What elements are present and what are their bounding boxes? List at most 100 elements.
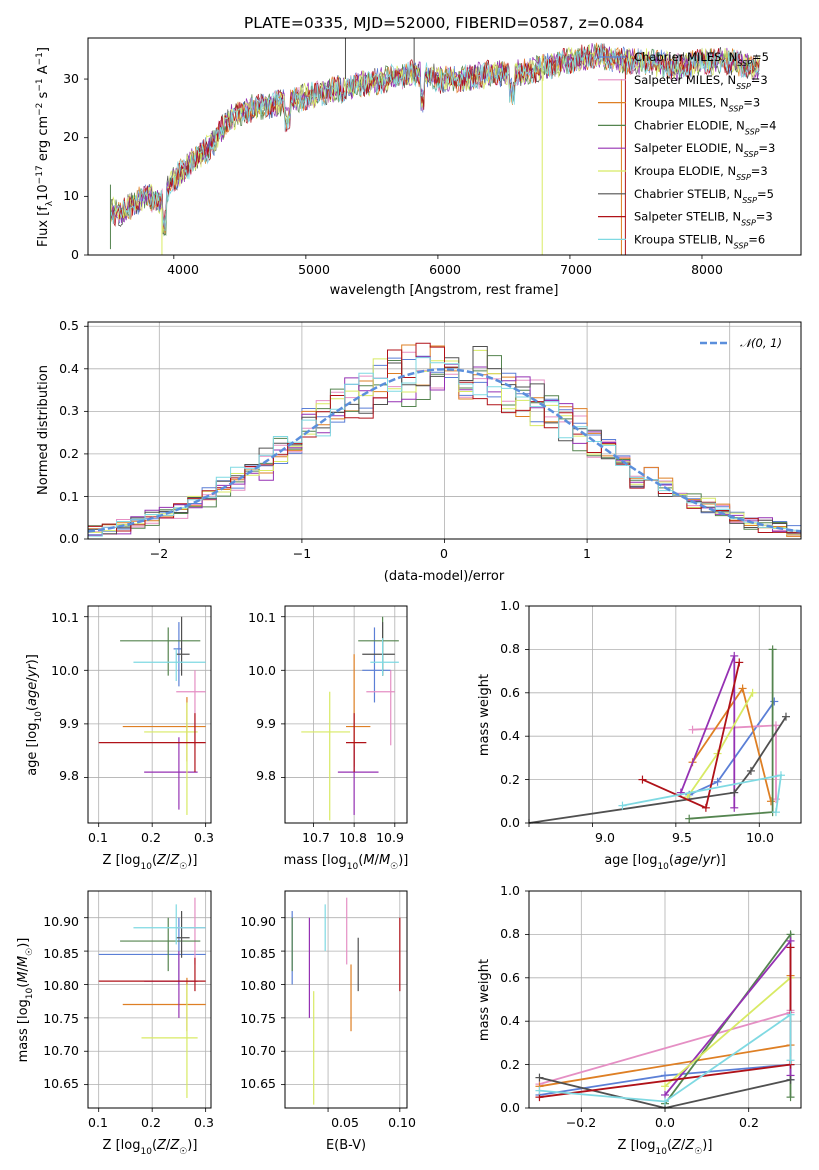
mass-z-xtick: 0.2 (141, 1115, 161, 1130)
weight-z-ytick: 0.6 (500, 970, 520, 985)
gaussian-curve (87, 368, 802, 533)
mass-ebv-ytick: 10.65 (240, 1076, 276, 1091)
weight-z-ytick: 0.4 (500, 1013, 520, 1028)
spectrum-ytick: 10 (63, 188, 79, 203)
weight-z-ytick: 0.8 (500, 926, 520, 941)
residual-legend: 𝒩(0, 1) (700, 336, 782, 350)
legend-subscript: SSP (744, 150, 759, 159)
residual-grid (84, 322, 801, 543)
mass-z-errorbars (98, 897, 206, 1098)
weight-series-line (539, 1012, 792, 1103)
age-mass-axes-frame (284, 605, 408, 824)
mass-ebv-axes-frame (284, 890, 408, 1109)
legend-label: Chabrier MILES, NSSP=5 (634, 50, 769, 68)
spectrum-series-line (110, 42, 760, 235)
legend-label: Kroupa ELODIE, NSSP=3 (634, 164, 768, 182)
residual-xtick: 2 (725, 546, 733, 561)
mass-ebv-xtick: 0.05 (331, 1115, 359, 1130)
residual-ytick: 0.4 (59, 361, 79, 376)
age-z-errorbars (98, 616, 206, 815)
age-z-xtick: 0.3 (194, 830, 214, 845)
spectrum-xtick: 7000 (560, 262, 592, 277)
mass-z-ytick: 10.85 (43, 946, 79, 961)
age-z-xlabel: Z [log10(Z/Z☉)] (103, 853, 198, 872)
mass-z-xtick: 0.1 (88, 1115, 108, 1130)
weight-age-ytick: 0.8 (500, 641, 520, 656)
legend-subscript: SSP (745, 127, 760, 136)
spectrum-legend: Chabrier MILES, NSSP=5 Salpeter MILES, NS… (598, 50, 776, 250)
weight-z-ylabel: mass weight (477, 959, 492, 1041)
spectrum-panel: PLATE=0335, MJD=52000, FIBERID=0587, z=0… (35, 14, 802, 298)
residual-histogram (88, 357, 801, 537)
residual-yticks: 0.0 0.1 0.2 0.3 0.4 0.5 (59, 318, 79, 546)
legend-subscript: SSP (742, 195, 757, 204)
age-z-ylabel: age [log10(age/yr)] (25, 654, 44, 776)
weight-age-xtick: 9.5 (672, 830, 692, 845)
residual-panel: −2 −1 0 1 2 0.0 0.1 0.2 0.3 0.4 0.5 (dat… (36, 318, 802, 584)
residual-histograms (87, 342, 802, 537)
spectrum-ytick: 0 (71, 247, 79, 262)
age-mass-panel: 10.7 10.8 10.9 9.8 9.9 10.0 10.1 mass [l… (248, 605, 409, 872)
legend-label: Kroupa STELIB, NSSP=6 (634, 232, 765, 250)
gaussian-legend-label: 𝒩(0, 1) (740, 336, 782, 350)
weight-age-ylabel: mass weight (477, 674, 492, 756)
mass-z-ylabel: mass [log10(M/M☉)] (16, 938, 35, 1063)
age-mass-xlabel: mass [log10(M/M☉)] (284, 853, 409, 872)
weight-age-grid (525, 605, 801, 827)
legend-subscript: SSP (736, 173, 751, 182)
legend-subscript: SSP (729, 104, 744, 113)
mass-z-ytick: 10.90 (43, 914, 79, 929)
age-z-ytick: 10.1 (51, 610, 79, 625)
mass-z-xtick: 0.3 (194, 1115, 214, 1130)
age-z-ytick: 9.8 (59, 768, 79, 783)
age-z-xtick: 0.1 (88, 830, 108, 845)
spectrum-xtick: 8000 (691, 262, 723, 277)
mass-z-grid (84, 891, 211, 1112)
weight-z-lines (535, 930, 795, 1112)
spectrum-series-line (110, 43, 760, 229)
weight-z-ytick: 0.2 (500, 1057, 520, 1072)
mass-z-panel: 0.1 0.2 0.3 10.65 10.70 10.75 10.80 10.8… (16, 890, 214, 1157)
mass-ebv-panel: 0.05 0.10 10.65 10.70 10.75 10.80 10.85 … (240, 890, 416, 1153)
weight-z-ytick: 0.0 (500, 1100, 520, 1115)
mass-z-ytick: 10.65 (43, 1076, 79, 1091)
legend-subscript: SSP (737, 59, 752, 68)
age-mass-errorbars (301, 616, 399, 821)
age-z-axes-frame (87, 605, 212, 824)
mass-z-axes-frame (87, 890, 212, 1109)
spectrum-series-line (110, 42, 760, 232)
legend-subscript: SSP (734, 241, 749, 250)
residual-ytick: 0.3 (59, 403, 79, 418)
weight-z-ytick: 1.0 (500, 883, 520, 898)
age-mass-ytick: 10.1 (248, 610, 276, 625)
mass-ebv-ytick: 10.75 (240, 1011, 276, 1026)
weight-z-panel: −0.2 0.0 0.2 0.0 0.2 0.4 0.6 0.8 1.0 Z [… (477, 883, 802, 1157)
age-mass-xtick: 10.7 (302, 830, 330, 845)
mass-ebv-ytick: 10.90 (240, 914, 276, 929)
residual-xlabel: (data-model)/error (384, 569, 505, 584)
weight-age-xtick: 9.0 (595, 830, 615, 845)
legend-label: Salpeter STELIB, NSSP=3 (634, 210, 773, 228)
age-mass-xtick: 10.8 (339, 830, 367, 845)
legend-label: Salpeter ELODIE, NSSP=3 (634, 141, 775, 159)
weight-age-xtick: 10.0 (746, 830, 774, 845)
weight-z-xtick: 0.2 (739, 1115, 759, 1130)
mass-z-ytick: 10.75 (43, 1011, 79, 1026)
spectrum-ylabel: Flux [fλ10−17 erg cm−2 s−1 A−1] (35, 47, 55, 247)
weight-series-line (664, 977, 792, 1087)
weight-age-ytick: 1.0 (500, 598, 520, 613)
weight-age-lines (525, 645, 790, 827)
weight-z-xlabel: Z [log10(Z/Z☉)] (618, 1138, 713, 1157)
residual-ytick: 0.1 (59, 489, 79, 504)
age-mass-ytick: 10.0 (248, 663, 276, 678)
weight-age-ytick: 0.0 (500, 815, 520, 830)
spectrum-ytick: 30 (63, 71, 79, 86)
spectrum-xtick: 5000 (298, 262, 330, 277)
age-mass-ytick: 9.8 (256, 768, 276, 783)
mass-z-ytick: 10.80 (43, 978, 79, 993)
legend-label: Chabrier ELODIE, NSSP=4 (634, 118, 776, 136)
age-mass-ytick: 9.9 (256, 716, 276, 731)
weight-series-line (528, 716, 787, 824)
weight-age-ytick: 0.6 (500, 685, 520, 700)
